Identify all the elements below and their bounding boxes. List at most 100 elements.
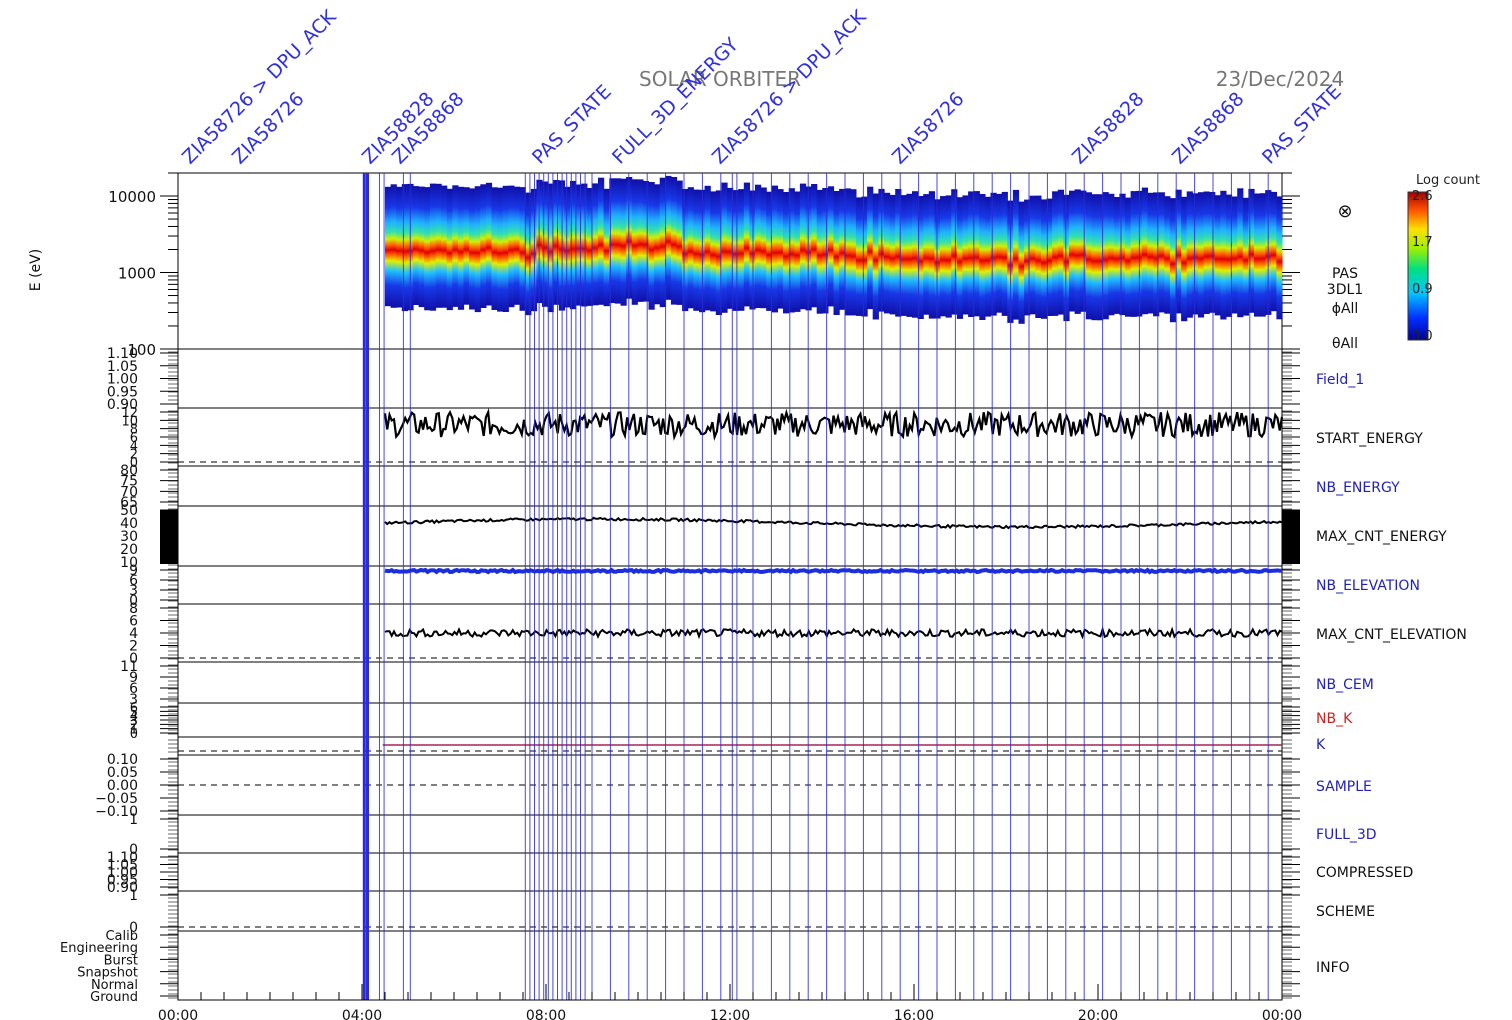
spectrogram-column [441, 185, 448, 308]
spectrogram-column [1270, 191, 1277, 312]
spectrogram-column [962, 195, 969, 315]
panel-tick-label: Burst [104, 953, 138, 968]
panel-tick-label: 1 [129, 888, 138, 904]
spectrogram-column [732, 190, 739, 311]
panel-tick-label: 1.00 [107, 372, 138, 388]
panel-frame [177, 702, 1283, 738]
panel-tick-label: Normal [91, 978, 138, 993]
panel-tick-label: 12 [121, 406, 138, 421]
spectrogram-column [575, 184, 582, 306]
spectrogram-column [799, 183, 807, 310]
spectrogram-column [424, 187, 431, 311]
spectrogram-column [1001, 191, 1008, 316]
spectrogram-column [1192, 193, 1199, 315]
spectrogram-column [385, 186, 392, 307]
spectrogram-column [637, 179, 644, 302]
spectrogram-column [502, 185, 509, 312]
time-tick-label: 00:00 [1262, 1008, 1302, 1020]
spectrogram-column [1029, 195, 1036, 315]
spectrogram-column [396, 186, 403, 308]
spectrogram-column [1164, 196, 1171, 314]
spectrogram-column [631, 179, 638, 305]
spectrogram-column [940, 196, 947, 317]
spectrogram-column [833, 191, 840, 315]
spectrogram-tick-label: 10000 [108, 188, 156, 206]
spectrogram-right-label: ϕAll [1332, 301, 1359, 317]
spectrogram-column [895, 189, 902, 317]
spectrogram-column [743, 182, 750, 307]
panel-tick-label: 0 [129, 842, 138, 858]
spectrogram-column [1052, 191, 1059, 316]
spectrogram-column [508, 185, 515, 308]
panel-tick-label: 3 [129, 692, 138, 708]
spectrogram-column [390, 184, 397, 308]
panel-tick-label: 9 [129, 563, 138, 579]
spectrogram-column [1119, 193, 1126, 316]
panel-tick-label: 0.05 [107, 765, 138, 781]
panel-label: SCHEME [1316, 904, 1375, 920]
panel-tick-label: 65 [120, 495, 138, 511]
spectrogram-column [676, 180, 683, 305]
spectrogram-column [923, 194, 930, 315]
panel-tick-label: 9 [129, 670, 138, 686]
spectrogram-column [463, 187, 470, 305]
spectrogram-column [1181, 196, 1188, 322]
time-tick-label: 04:00 [342, 1008, 382, 1020]
spectrogram-ylabel: E (eV) [28, 249, 44, 291]
spectrogram-column [665, 175, 672, 300]
panel-tick-label: 1.05 [107, 858, 138, 874]
line-panels: Field_11.101.051.000.950.90START_ENERGY1… [60, 346, 1467, 1005]
spectrogram-column [1158, 192, 1165, 313]
spectrogram-column [648, 182, 655, 310]
panel-tick-label: 1.10 [107, 850, 138, 866]
panel-tick-label: 2 [130, 718, 138, 733]
spectrogram-column [1248, 188, 1255, 313]
event-markers [362, 173, 1269, 1000]
panel-frame [177, 852, 1283, 892]
spectrogram-column [491, 187, 498, 310]
spectrogram-column [1153, 192, 1160, 317]
spectrogram-column [485, 182, 493, 306]
spectrogram-column [586, 188, 593, 306]
spectrogram-tick-label: 100 [127, 341, 156, 359]
panel-tick-label: 10 [121, 414, 138, 429]
spectrogram-column [1091, 194, 1098, 321]
spectrogram-column [984, 196, 992, 317]
spectrogram-column [1203, 191, 1210, 314]
event-label: ZIA58868 [1168, 88, 1249, 169]
spectrogram-column [469, 188, 476, 310]
spectrogram-column [968, 191, 975, 317]
spectrogram-column [906, 193, 913, 317]
panel-tick-label: 0.95 [107, 384, 138, 400]
spectrogram-column [850, 189, 857, 316]
panel-tick-label: −0.10 [95, 804, 138, 820]
spectrogram-column [530, 188, 537, 312]
panel-tick-label: 8 [129, 601, 138, 617]
spectrogram-column [1012, 189, 1020, 320]
spectrogram-column [525, 192, 532, 316]
colorbar-ticks: 2.6 1.7 0.9 0.0 [1412, 189, 1433, 344]
spectrogram-column [777, 189, 784, 309]
spectrogram-column [783, 192, 790, 314]
panel-tick-label: 8 [130, 423, 138, 438]
spectrogram-column [614, 178, 622, 304]
spectrogram-column [839, 188, 846, 310]
spectrogram-column [951, 189, 958, 315]
panel-tick-label: Calib [105, 929, 138, 944]
panel-tick-label: 4 [130, 439, 138, 454]
panel-tick-label: 3 [129, 583, 138, 599]
panel-tick-label: Snapshot [77, 966, 138, 981]
spectrogram-column [1169, 198, 1177, 323]
panel-frame [177, 890, 1283, 932]
spectrogram-column [598, 177, 605, 305]
spectrogram-column [670, 177, 678, 305]
spectrogram-column [928, 191, 935, 319]
panel-tick-label: 6 [129, 614, 138, 630]
panel-tick-label: 40 [120, 516, 138, 532]
panel-tick-label: Ground [90, 990, 138, 1005]
panel-label: MAX_CNT_ENERGY [1316, 529, 1447, 545]
panel-tick-label: 0 [130, 456, 138, 471]
spectrogram-column [760, 187, 767, 309]
time-tick-label: 00:00 [158, 1008, 198, 1020]
